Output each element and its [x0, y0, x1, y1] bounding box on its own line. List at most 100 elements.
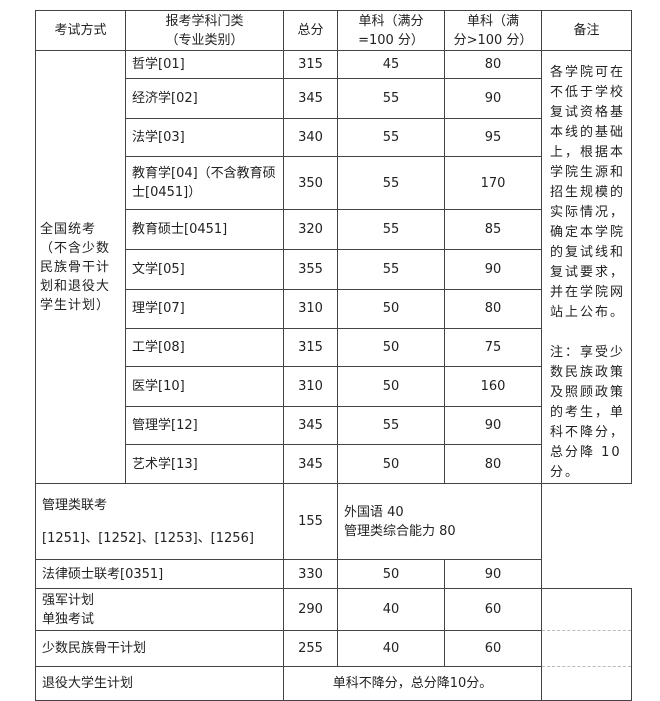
header-total: 总分 [283, 10, 338, 51]
military-s100: 40 [337, 588, 445, 631]
single100-cell: 55 [337, 249, 445, 291]
total-cell: 345 [283, 444, 338, 484]
header-singleover-line2: 分>100 分） [453, 32, 533, 48]
subject-cell: 法学[03] [125, 117, 284, 158]
total-cell: 350 [283, 156, 338, 211]
header-singleover: 单科（满分>100 分） [444, 10, 542, 51]
table-row-military: 强军计划单独考试 290 40 60 [35, 588, 632, 631]
management-label-line1: 管理类联考 [42, 497, 108, 513]
management-detail: 外国语 40 管理类综合能力 80 [337, 483, 542, 560]
military-label: 强军计划 单独考试 [35, 588, 284, 631]
table-row: 理学[07] 310 50 80 [36, 289, 632, 329]
management-total: 155 [283, 483, 338, 560]
total-cell: 315 [283, 327, 338, 368]
table-row-law: 法律硕士联考[0351] 330 50 90 [35, 559, 632, 589]
table-row-management: 管理类联考 [1251]、[1252]、[1253]、[1256] 155 外国语… [35, 483, 632, 560]
header-single100: 单科（满分 =100 分） [337, 10, 445, 51]
military-sover: 60 [444, 588, 542, 631]
subject-cell: 管理学[12] [125, 405, 284, 446]
total-cell: 355 [283, 249, 338, 291]
subject-cell: 工学[08] [125, 327, 284, 368]
singleover-cell: 160 [444, 366, 542, 407]
singleover-cell: 95 [444, 117, 542, 158]
management-label-line2: [1251]、[1252]、[1253]、[1256] [42, 530, 254, 546]
total-cell: 340 [283, 117, 338, 158]
total-cell: 320 [283, 209, 338, 251]
single100-cell: 45 [337, 50, 445, 79]
veteran-label: 退役大学生计划 [35, 666, 284, 701]
singleover-cell: 90 [444, 249, 542, 291]
header-remarks: 备注 [541, 10, 632, 51]
table-row-minority: 少数民族骨干计划 255 40 60 [35, 630, 632, 667]
remarks-empty-2 [541, 630, 632, 667]
header-method: 考试方式 [35, 10, 126, 51]
table-row: 工学[08] 315 50 75 [36, 327, 632, 368]
law-label: 法律硕士联考[0351] [35, 559, 284, 589]
singleover-cell: 80 [444, 50, 542, 79]
single100-cell: 50 [337, 366, 445, 407]
subject-cell: 艺术学[13] [125, 444, 284, 484]
management-detail-line1: 外国语 40 [344, 504, 404, 520]
law-s100: 50 [337, 559, 445, 589]
subject-cell: 哲学[01] [125, 50, 284, 79]
subject-cell: 医学[10] [125, 366, 284, 407]
table-row: 经济学[02] 345 55 90 [36, 77, 632, 119]
military-label-line1: 强军计划 [42, 592, 95, 608]
header-single100-line2: =100 分） [358, 32, 424, 48]
table-row: 文学[05] 355 55 90 [36, 249, 632, 291]
subject-cell: 理学[07] [125, 289, 284, 329]
single100-cell: 55 [337, 77, 445, 119]
subject-cell: 教育学[04]（不含教育硕士[0451]） [125, 156, 284, 211]
military-total: 290 [283, 588, 338, 631]
total-cell: 345 [283, 77, 338, 119]
law-total: 330 [283, 559, 338, 589]
total-cell: 315 [283, 50, 338, 79]
table-row-veteran: 退役大学生计划 单科不降分，总分降10分。 [35, 666, 632, 701]
remarks-empty-1 [541, 588, 632, 631]
remarks-main: 各学院可在不低于学校复试资格基本线的基础上，根据本学院生源和招生规模的实际情况，… [550, 65, 626, 320]
header-single100-line1: 单科（满分 [358, 13, 424, 29]
single100-cell: 50 [337, 327, 445, 368]
singleover-cell: 80 [444, 289, 542, 329]
header-singleover-line1: 单科（满 [466, 13, 519, 29]
singleover-cell: 90 [444, 405, 542, 446]
header-subject-line2: （专业类别） [165, 32, 244, 48]
remarks-note: 注：享受少数民族政策及照顾政策的考生，单科不降分，总分降 10 分。 [550, 345, 626, 480]
singleover-cell: 170 [444, 156, 542, 211]
table-row: 医学[10] 310 50 160 [36, 366, 632, 407]
minority-sover: 60 [444, 630, 542, 667]
management-label: 管理类联考 [1251]、[1252]、[1253]、[1256] [35, 483, 284, 560]
remarks-empty-3 [541, 666, 632, 701]
total-cell: 345 [283, 405, 338, 446]
header-subject-line1: 报考学科门类 [165, 13, 244, 29]
total-cell: 310 [283, 366, 338, 407]
table-row: 管理学[12] 345 55 90 [36, 405, 632, 446]
single100-cell: 55 [337, 209, 445, 251]
header-subject: 报考学科门类 （专业类别） [125, 10, 284, 51]
management-detail-line2: 管理类综合能力 80 [344, 523, 456, 539]
law-sover: 90 [444, 559, 542, 589]
score-table: 考试方式 报考学科门类 （专业类别） 总分 单科（满分 =100 分） 单科（满分>… [35, 10, 632, 701]
single100-cell: 50 [337, 444, 445, 484]
subject-cell: 经济学[02] [125, 77, 284, 119]
subject-cell: 教育硕士[0451] [125, 209, 284, 251]
table-row: 教育学[04]（不含教育硕士[0451]） 350 55 170 [36, 156, 632, 211]
total-cell: 310 [283, 289, 338, 329]
single100-cell: 50 [337, 289, 445, 329]
header-row: 考试方式 报考学科门类 （专业类别） 总分 单科（满分 =100 分） 单科（满分>… [35, 10, 632, 51]
veteran-rule: 单科不降分，总分降10分。 [283, 666, 542, 701]
subject-cell: 文学[05] [125, 249, 284, 291]
minority-total: 255 [283, 630, 338, 667]
singleover-cell: 90 [444, 77, 542, 119]
singleover-cell: 85 [444, 209, 542, 251]
single100-cell: 55 [337, 405, 445, 446]
single100-cell: 55 [337, 156, 445, 211]
table-row: 全国统考（不含少数民族骨干计划和退役大学生计划） 哲学[01] 315 45 80 各学院… [35, 50, 632, 484]
military-label-line2: 单独考试 [42, 611, 95, 627]
singleover-cell: 75 [444, 327, 542, 368]
minority-label: 少数民族骨干计划 [35, 630, 284, 667]
minority-s100: 40 [337, 630, 445, 667]
single100-cell: 55 [337, 117, 445, 158]
national-method: 全国统考（不含少数民族骨干计划和退役大学生计划） [35, 50, 126, 484]
table-row: 法学[03] 340 55 95 [36, 117, 632, 158]
